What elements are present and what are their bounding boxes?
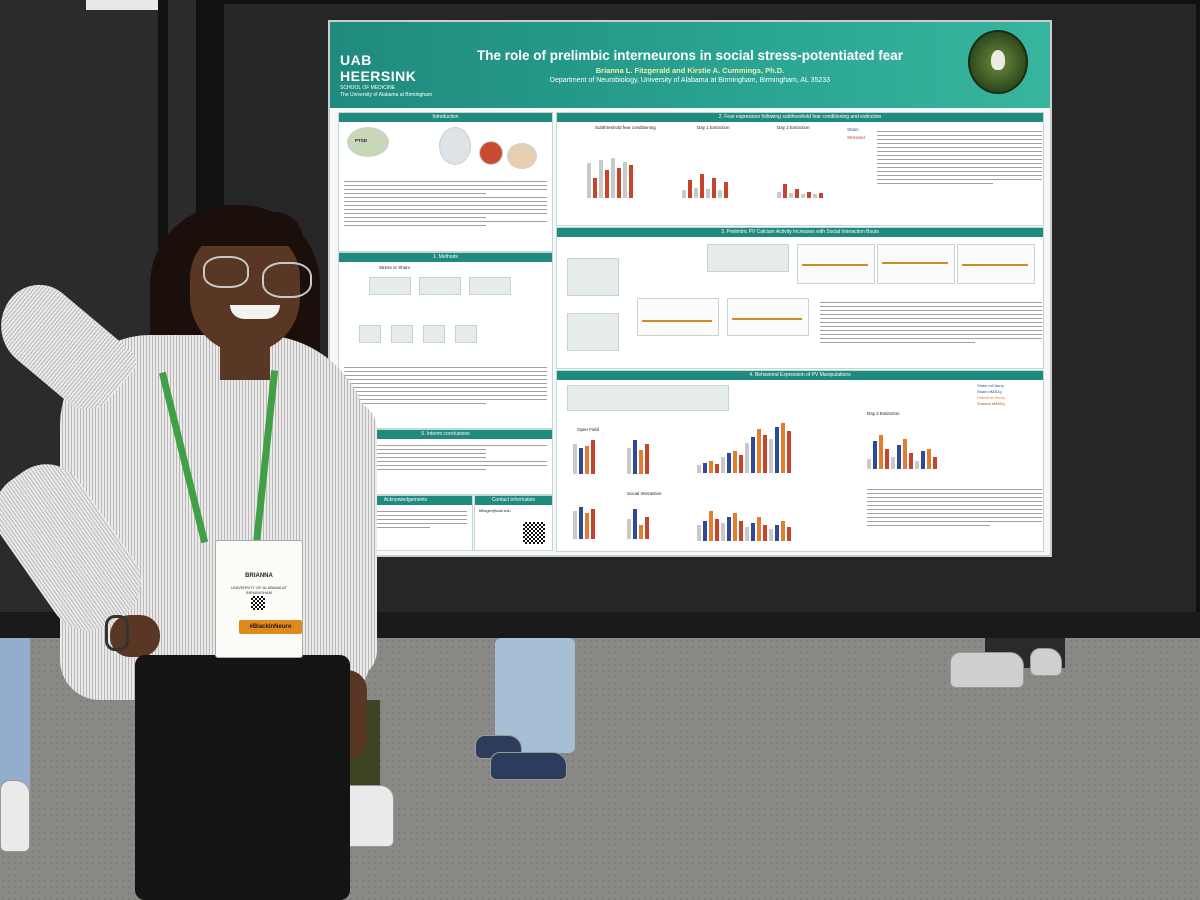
si-ratio-bar-chart: [627, 501, 649, 539]
brain-icon: [347, 127, 389, 157]
background-person-jeans-left: [0, 638, 30, 798]
social-defeat-day4-trace: [732, 318, 802, 320]
person-black-pants: [135, 655, 350, 900]
subthreshold-bar-chart: [587, 153, 633, 198]
fig3-heading: 3. Prelimbic PV Calcium Activity Increas…: [557, 228, 1043, 237]
poster-title: The role of prelimbic interneurons in so…: [476, 48, 904, 63]
poster-header: UAB HEERSINK SCHOOL OF MEDICINE The Univ…: [330, 22, 1050, 108]
ext2-trace: [962, 264, 1028, 266]
research-poster: UAB HEERSINK SCHOOL OF MEDICINE The Univ…: [330, 22, 1050, 555]
conditioning-chamber: [423, 325, 445, 343]
acknowledgements-heading: Acknowledgements: [339, 496, 472, 505]
cummings-lab-logo: [968, 30, 1028, 94]
open-field-label: Open Field: [577, 427, 600, 432]
black-in-neuro-tag: #BlackInNeuro: [239, 620, 302, 634]
intro-section: Introduction PTSD: [338, 112, 553, 252]
day2-extinction-label: Day 2 Extinction: [867, 411, 900, 416]
badge-qr-code: [251, 596, 265, 610]
ext1-trace-panel: [877, 244, 955, 284]
uab-logo-university: The University of Alabama at Birmingham: [340, 92, 432, 98]
poster-authors: Brianna L. Fitzgerald and Kirstie A. Cum…: [595, 66, 785, 75]
person-bracelet: [105, 615, 129, 651]
pathological-fear-diagram: [567, 313, 619, 351]
fig2-heading: 2. Fear expression following subthreshol…: [557, 113, 1043, 122]
social-defeat-day1-panel: [637, 298, 719, 336]
background-shoe: [950, 652, 1024, 688]
methods-heading: 1. Methods: [339, 253, 552, 262]
background-person-jeans: [495, 638, 575, 753]
contact-section: Contact information bfitzger@uab.edu: [474, 495, 553, 551]
day1-extinction-bar-chart: [697, 501, 791, 541]
distance-bar-chart: [627, 436, 649, 474]
social-defeat-day1-trace: [642, 320, 712, 322]
day2-extinction-bar-chart: [867, 429, 937, 469]
fc-trace: [802, 264, 868, 266]
badge-organization: UNIVERSITY OF ALABAMA AT BIRMINGHAM: [231, 585, 287, 595]
fiber-photometry-schematic: [707, 244, 789, 272]
ext1-trace: [882, 262, 948, 264]
ptsd-label: PTSD: [355, 138, 368, 143]
cage-diagram: [369, 277, 411, 295]
mouse-brain-icon: [507, 143, 537, 169]
conditioning-chamber: [391, 325, 413, 343]
methods-section: 1. Methods Stress or Sham: [338, 252, 553, 429]
contact-qr-code: [523, 522, 545, 544]
interim-heading: 5. Interim conclusions: [339, 430, 552, 439]
poster-affiliation: Department of Neurobiology, University o…: [549, 77, 831, 84]
legend-sham-hm3dq: Sham hM3Dq: [977, 389, 1002, 394]
background-shoe: [1030, 648, 1062, 676]
contact-email: bfitzger@uab.edu: [479, 508, 511, 513]
subthreshold-fc-bar-chart: [697, 421, 791, 473]
fig4-heading: 4. Behavioral Expression of PV Manipulat…: [557, 371, 1043, 380]
legend-defeat-mcherry: Defeat mCherry: [977, 395, 1006, 400]
person-hairline: [188, 212, 303, 246]
person-right-arm: [312, 400, 377, 680]
day1-label: Day 1 Extinction: [697, 125, 730, 130]
day2-label: Day 2 Extinction: [777, 125, 810, 130]
uab-logo-school: SCHOOL OF MEDICINE: [340, 85, 396, 91]
background-shoe: [0, 780, 30, 852]
badge-name: BRIANNA: [245, 573, 273, 579]
subthreshold-label: Subthreshold fear conditioning: [595, 125, 656, 130]
day1-bar-chart: [682, 153, 728, 198]
intro-heading: Introduction: [339, 113, 552, 122]
cage-diagram: [469, 277, 511, 295]
baseline-fear-diagram: [567, 258, 619, 296]
cage-diagram: [419, 277, 461, 295]
glasses-right-lens: [262, 262, 312, 298]
uab-logo-text: UAB HEERSINK: [340, 52, 417, 84]
calcium-activity-section: 3. Prelimbic PV Calcium Activity Increas…: [556, 227, 1044, 369]
velocity-bar-chart: [573, 501, 595, 539]
fear-expression-section: 2. Fear expression following subthreshol…: [556, 112, 1044, 226]
person-smile: [230, 305, 280, 319]
legend-sham: Sham: [847, 127, 859, 132]
contact-heading: Contact information: [475, 496, 552, 505]
uab-logo: UAB HEERSINK SCHOOL OF MEDICINE The Univ…: [340, 52, 450, 98]
glasses-left-lens: [203, 256, 249, 288]
conditioning-chamber: [359, 325, 381, 343]
legend-sham-mcherry: Sham mCherry: [977, 383, 1004, 388]
social-defeat-day4-panel: [727, 298, 809, 336]
brain-section-icon: [479, 141, 503, 165]
legend-stressed: Stressed: [847, 135, 865, 140]
legend-trauma-hm3dq: Trauma hM3Dq: [977, 401, 1005, 406]
methods-stress-label: Stress or Sham: [379, 265, 411, 270]
dreadd-schematic: [567, 385, 729, 411]
social-interaction-label: Social Interaction: [627, 491, 662, 496]
mouse-icon: [991, 50, 1005, 70]
head-icon: [439, 127, 471, 165]
background-shoe: [490, 752, 567, 780]
top-sign: [86, 0, 158, 10]
pv-manipulation-section: 4. Behavioral Expression of PV Manipulat…: [556, 370, 1044, 552]
conditioning-chamber: [455, 325, 477, 343]
day2-bar-chart: [777, 153, 823, 198]
open-field-bar-chart: [573, 436, 595, 474]
